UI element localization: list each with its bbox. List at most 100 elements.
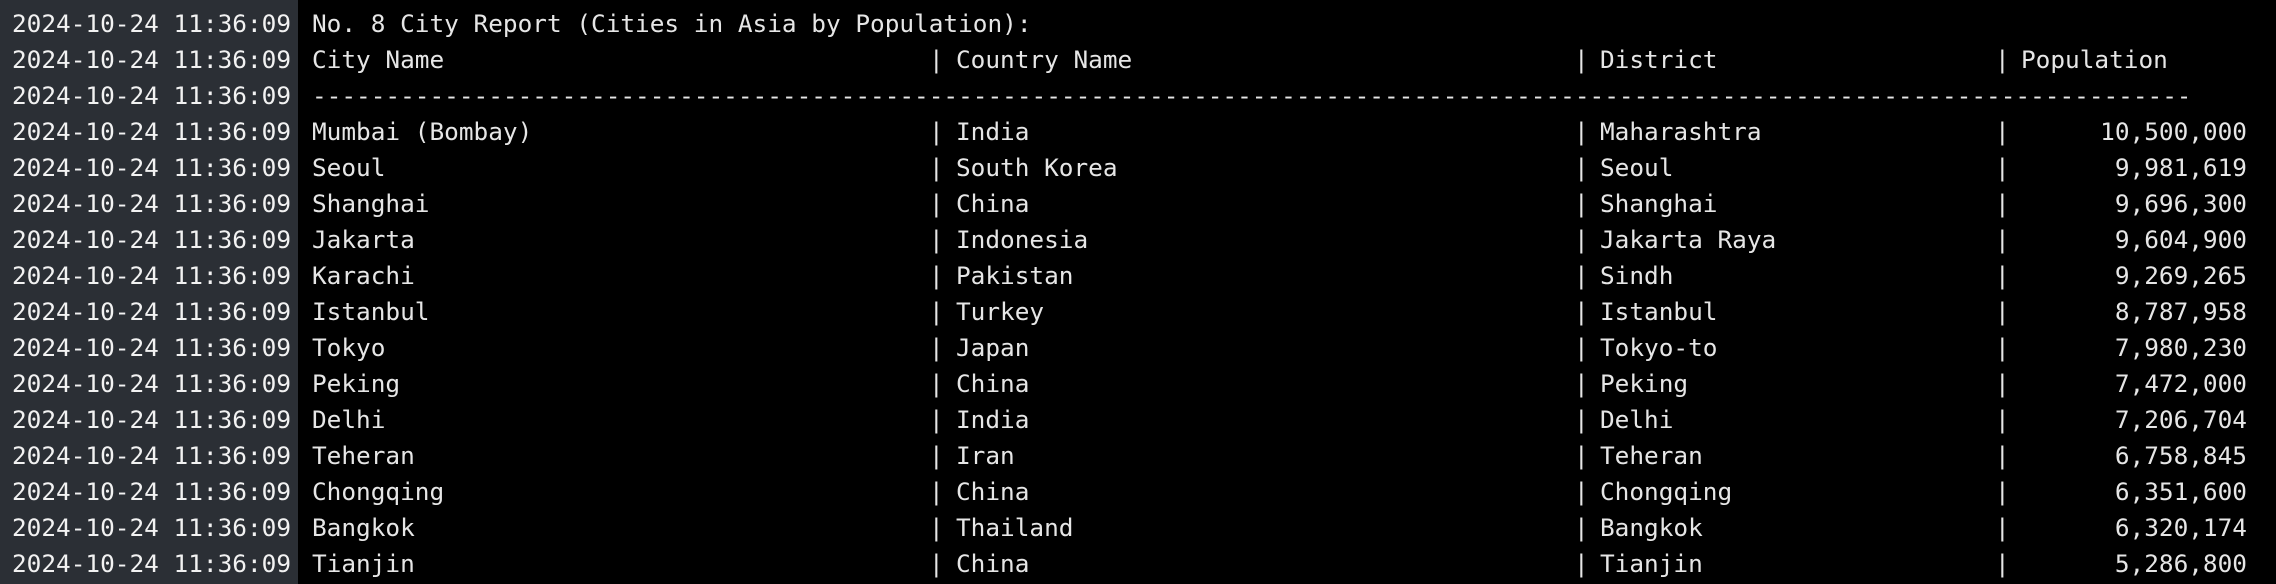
column-separator: |: [929, 405, 944, 434]
column-separator: |: [1574, 189, 1589, 218]
cell-population: 9,604,900: [2114, 225, 2247, 254]
log-timestamp: 2024-10-24 11:36:09: [12, 45, 292, 74]
cell-country-name: China: [956, 369, 1030, 398]
cell-population: 9,981,619: [2114, 153, 2247, 182]
cell-district: Tianjin: [1600, 549, 1703, 578]
cell-country-name: Iran: [956, 441, 1015, 470]
column-separator: |: [1574, 513, 1589, 542]
cell-city-name: Seoul: [312, 153, 386, 182]
cell-population: 7,472,000: [2114, 369, 2247, 398]
cell-country-name: China: [956, 189, 1030, 218]
column-separator: |: [929, 369, 944, 398]
cell-population: 8,787,958: [2114, 297, 2247, 326]
cell-population: 10,500,000: [2100, 117, 2247, 146]
cell-district: Sindh: [1600, 261, 1674, 290]
cell-district: Peking: [1600, 369, 1689, 398]
column-separator: |: [929, 441, 944, 470]
column-separator: |: [1995, 477, 2010, 506]
cell-country-name: South Korea: [956, 153, 1118, 182]
cell-city-name: Teheran: [312, 441, 415, 470]
column-separator: |: [1574, 225, 1589, 254]
cell-country-name: India: [956, 117, 1030, 146]
column-separator: |: [1574, 549, 1589, 578]
cell-country-name: China: [956, 549, 1030, 578]
cell-city-name: Shanghai: [312, 189, 430, 218]
header-city-name: City Name: [312, 45, 445, 74]
log-timestamp: 2024-10-24 11:36:09: [12, 513, 292, 542]
log-line-rule: 2024-10-24 11:36:09 --------------------…: [0, 78, 2276, 114]
column-separator: |: [1995, 549, 2010, 578]
cell-country-name: Pakistan: [956, 261, 1074, 290]
cell-population: 6,320,174: [2114, 513, 2247, 542]
report-title: No. 8 City Report (Cities in Asia by Pop…: [312, 9, 1032, 38]
column-separator: |: [1995, 297, 2010, 326]
log-timestamp: 2024-10-24 11:36:09: [12, 405, 292, 434]
table-row: 2024-10-24 11:36:09 Seoul | South Korea | Seo…: [0, 150, 2276, 186]
cell-country-name: China: [956, 477, 1030, 506]
cell-country-name: India: [956, 405, 1030, 434]
header-rule: ----------------------------------------…: [312, 81, 2187, 110]
column-separator: |: [1995, 45, 2010, 74]
cell-district: Tokyo-to: [1600, 333, 1718, 362]
column-separator: |: [1995, 441, 2010, 470]
column-separator: |: [929, 549, 944, 578]
log-timestamp: 2024-10-24 11:36:09: [12, 9, 292, 38]
cell-district: Shanghai: [1600, 189, 1718, 218]
log-timestamp: 2024-10-24 11:36:09: [12, 81, 292, 110]
cell-city-name: Delhi: [312, 405, 386, 434]
table-row: 2024-10-24 11:36:09 Istanbul | Turkey | Istan…: [0, 294, 2276, 330]
column-separator: |: [929, 477, 944, 506]
column-separator: |: [1574, 45, 1589, 74]
table-row: 2024-10-24 11:36:09 Bangkok | Thailand | Bang…: [0, 510, 2276, 546]
column-separator: |: [1574, 405, 1589, 434]
log-timestamp: 2024-10-24 11:36:09: [12, 333, 292, 362]
cell-population: 7,980,230: [2114, 333, 2247, 362]
cell-district: Teheran: [1600, 441, 1703, 470]
column-separator: |: [1574, 369, 1589, 398]
cell-population: 7,206,704: [2114, 405, 2247, 434]
cell-city-name: Istanbul: [312, 297, 430, 326]
cell-city-name: Jakarta: [312, 225, 415, 254]
column-separator: |: [1995, 153, 2010, 182]
table-row: 2024-10-24 11:36:09 Karachi | Pakistan | Sind…: [0, 258, 2276, 294]
cell-city-name: Bangkok: [312, 513, 415, 542]
column-separator: |: [1995, 513, 2010, 542]
column-separator: |: [1995, 225, 2010, 254]
log-line-header: 2024-10-24 11:36:09 City Name | Country …: [0, 42, 2276, 78]
column-separator: |: [929, 261, 944, 290]
column-separator: |: [1995, 189, 2010, 218]
cell-city-name: Mumbai (Bombay): [312, 117, 533, 146]
table-row: 2024-10-24 11:36:09 Shanghai | China | Shangh…: [0, 186, 2276, 222]
log-timestamp: 2024-10-24 11:36:09: [12, 441, 292, 470]
column-separator: |: [1574, 297, 1589, 326]
column-separator: |: [1995, 333, 2010, 362]
column-separator: |: [929, 153, 944, 182]
column-separator: |: [1995, 261, 2010, 290]
column-separator: |: [1574, 117, 1589, 146]
column-separator: |: [929, 333, 944, 362]
table-row: 2024-10-24 11:36:09 Teheran | Iran | Teheran |…: [0, 438, 2276, 474]
cell-population: 6,351,600: [2114, 477, 2247, 506]
cell-country-name: Indonesia: [956, 225, 1089, 254]
cell-district: Chongqing: [1600, 477, 1733, 506]
log-timestamp: 2024-10-24 11:36:09: [12, 477, 292, 506]
column-separator: |: [929, 117, 944, 146]
log-timestamp: 2024-10-24 11:36:09: [12, 225, 292, 254]
table-row: 2024-10-24 11:36:09 Tianjin | China | Tianjin…: [0, 546, 2276, 582]
timestamp-gutter: [0, 0, 298, 584]
column-separator: |: [1574, 153, 1589, 182]
column-separator: |: [929, 45, 944, 74]
cell-population: 6,758,845: [2114, 441, 2247, 470]
header-country-name: Country Name: [956, 45, 1133, 74]
column-separator: |: [1995, 369, 2010, 398]
cell-district: Delhi: [1600, 405, 1674, 434]
column-separator: |: [1574, 441, 1589, 470]
column-separator: |: [929, 189, 944, 218]
cell-city-name: Karachi: [312, 261, 415, 290]
table-row: 2024-10-24 11:36:09 Jakarta | Indonesia | Jak…: [0, 222, 2276, 258]
table-row: 2024-10-24 11:36:09 Tokyo | Japan | Tokyo-to |…: [0, 330, 2276, 366]
cell-district: Istanbul: [1600, 297, 1718, 326]
log-timestamp: 2024-10-24 11:36:09: [12, 261, 292, 290]
cell-population: 9,269,265: [2114, 261, 2247, 290]
